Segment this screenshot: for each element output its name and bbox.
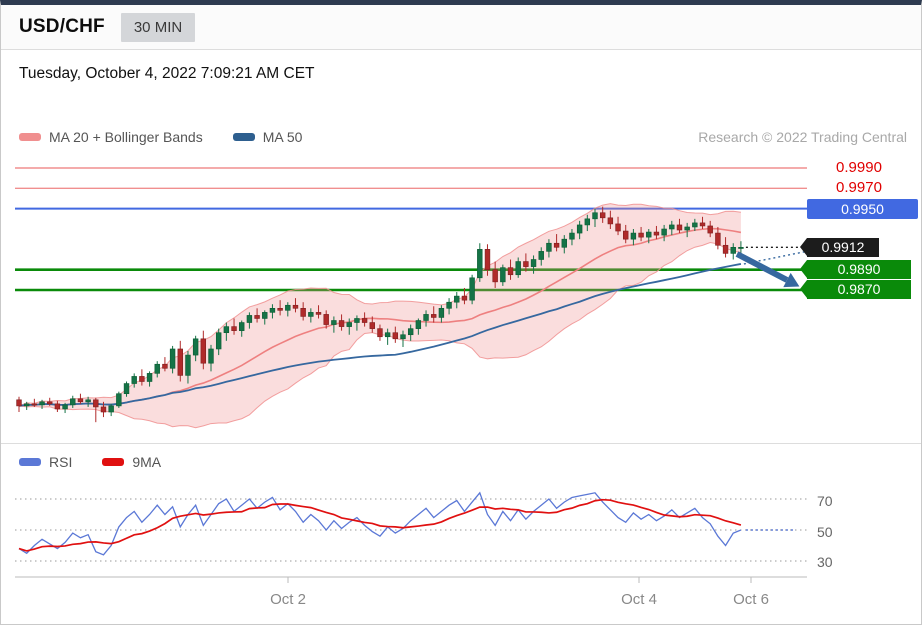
ma50-legend-label: MA 50 bbox=[262, 129, 303, 145]
x-axis-label-oct-6: Oct 6 bbox=[733, 591, 769, 608]
x-axis-label-oct-2: Oct 2 bbox=[270, 591, 306, 608]
price-chart-panel: 0.9990 0.9970 0.9950 0.9912 0.9890 0.987… bbox=[1, 150, 921, 445]
last-price-label: 0.9912 bbox=[800, 238, 879, 257]
resistance-label-2: 0.9990 bbox=[836, 159, 882, 176]
rsi-tick-50: 50 bbox=[817, 524, 833, 540]
resistance-label-1: 0.9970 bbox=[836, 179, 882, 196]
main-chart-legend: MA 20 + Bollinger Bands MA 50 Research ©… bbox=[19, 129, 907, 145]
ma20-bollinger-legend-label: MA 20 + Bollinger Bands bbox=[49, 129, 203, 145]
ma9-legend-label: 9MA bbox=[132, 454, 162, 470]
symbol-title: USD/CHF bbox=[19, 16, 105, 37]
research-credit: Research © 2022 Trading Central bbox=[698, 129, 907, 145]
pivot-price-label: 0.9950 bbox=[807, 199, 918, 219]
rsi-tick-70: 70 bbox=[817, 493, 833, 509]
rsi-swatch-icon bbox=[19, 458, 41, 466]
ma50-swatch-icon bbox=[232, 133, 255, 141]
rsi-chart-svg bbox=[15, 491, 807, 583]
rsi-legend: RSI 9MA bbox=[19, 454, 909, 470]
ma9-swatch-icon bbox=[102, 458, 125, 466]
ma20-bollinger-swatch-icon bbox=[19, 133, 41, 141]
candlestick-chart-svg bbox=[15, 167, 808, 429]
rsi-panel: RSI 9MA 70 50 30 Oct 2 Oct 4 Oct 6 bbox=[1, 443, 921, 624]
x-axis-label-oct-4: Oct 4 bbox=[621, 591, 657, 608]
support-label-2: 0.9870 bbox=[800, 280, 911, 299]
rsi-legend-label: RSI bbox=[49, 454, 73, 470]
header: USD/CHF 30 MIN bbox=[1, 5, 921, 50]
timeframe-badge: 30 MIN bbox=[120, 12, 196, 42]
rsi-tick-30: 30 bbox=[817, 554, 833, 570]
support-label-1: 0.9890 bbox=[800, 260, 911, 279]
timestamp: Tuesday, October 4, 2022 7:09:21 AM CET bbox=[19, 65, 315, 82]
